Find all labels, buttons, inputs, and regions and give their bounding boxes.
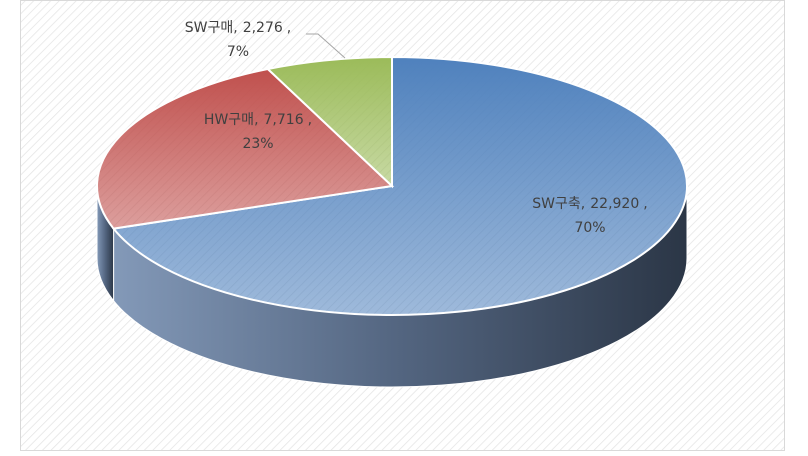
category-label: SW구축 (532, 196, 581, 212)
value-label: 2,276 (243, 20, 283, 36)
category-label: HW구매 (204, 112, 254, 128)
slice (96, 67, 395, 230)
separator: , (308, 112, 312, 128)
separator: , (643, 196, 647, 212)
percent-label: 23% (242, 136, 273, 152)
separator: , (233, 20, 237, 36)
category-label: SW구매 (185, 20, 234, 36)
data-label: HW구매, 7,716, (204, 112, 312, 128)
slice (111, 55, 688, 316)
separator: , (254, 112, 258, 128)
leader-line (306, 33, 346, 59)
data-label: SW구축, 22,920, (532, 196, 647, 212)
percent-label: 7% (227, 44, 249, 60)
value-label: 22,920 (590, 196, 639, 212)
separator: , (287, 20, 291, 36)
value-label: 7,716 (264, 112, 304, 128)
slice (265, 55, 393, 189)
percent-label: 70% (574, 220, 605, 236)
separator: , (581, 196, 585, 212)
data-label: SW구매, 2,276, (185, 20, 292, 36)
